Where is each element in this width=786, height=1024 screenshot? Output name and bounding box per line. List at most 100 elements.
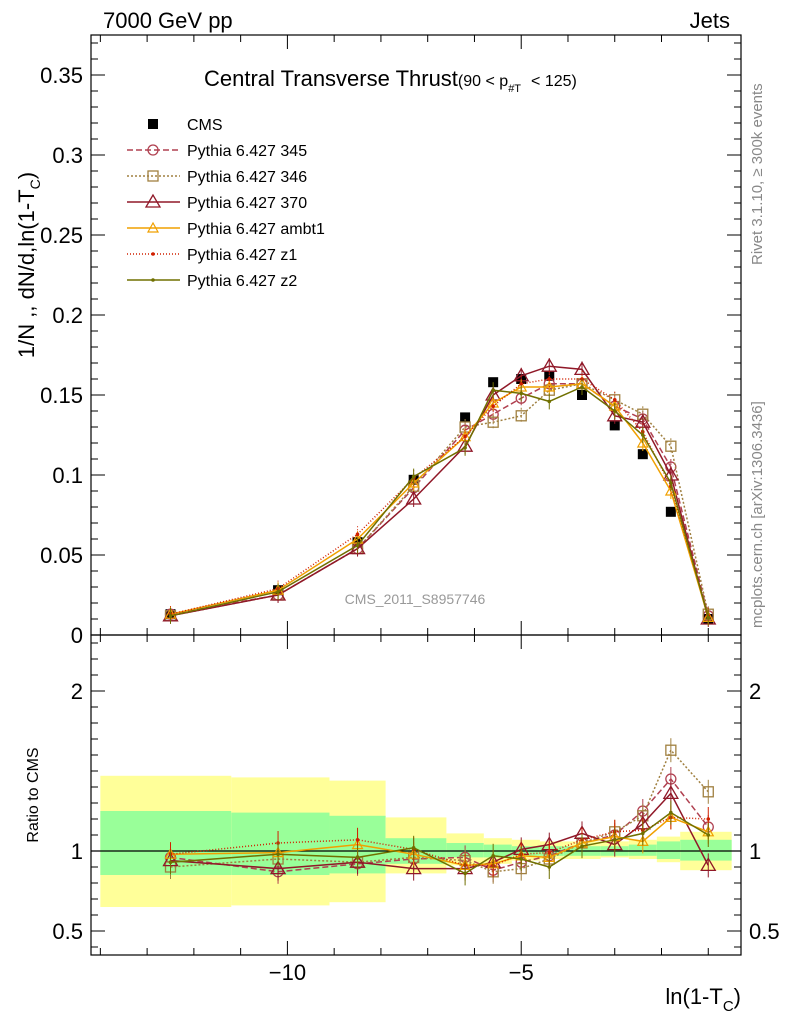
legend-marker	[151, 278, 155, 282]
main-y-tick-label: 0.25	[40, 223, 83, 248]
data-point	[640, 433, 645, 437]
series-1	[164, 375, 714, 624]
series-5	[168, 371, 711, 624]
data-point	[355, 532, 360, 536]
x-axis-label: ln(1-TC)	[665, 984, 741, 1015]
ratio-data-point	[700, 857, 717, 872]
series-2	[164, 375, 714, 624]
ratio-y-tick-label: 1	[71, 839, 83, 864]
ratio-plot-frame	[90, 634, 742, 956]
x-tick-label: −10	[269, 960, 306, 985]
data-point	[487, 416, 499, 428]
main-y-tick-label: 0.05	[40, 543, 83, 568]
x-axis-label-end: )	[734, 984, 741, 1009]
ratio-data-point	[355, 855, 360, 860]
data-point	[609, 420, 620, 431]
data-point	[515, 410, 527, 422]
main-y-axis-label-sub: C	[27, 179, 43, 189]
ratio-data-point	[612, 838, 617, 842]
legend-label: CMS	[187, 117, 223, 134]
legend-marker	[151, 252, 155, 256]
data-point	[411, 474, 416, 479]
plot-title-main: Central Transverse Thrust	[204, 66, 458, 91]
series-0	[165, 370, 714, 624]
legend-marker	[147, 144, 159, 156]
series-line	[170, 386, 709, 618]
legend-marker	[148, 119, 158, 129]
data-point	[276, 590, 280, 594]
ratio-series-group	[162, 738, 717, 886]
legend-marker	[144, 193, 162, 208]
plot-subtitle: (90 < p	[458, 73, 508, 90]
main-y-tick-label: 0.1	[52, 463, 83, 488]
data-point	[460, 412, 471, 423]
x-axis-label-sub: C	[723, 998, 734, 1015]
category-label: Jets	[690, 8, 730, 33]
plot-subtitle-end: < 125)	[531, 73, 577, 90]
main-axis-ticks: 0 0.05 0.1 0.15 0.2 0.25 0.3 0.35	[40, 35, 741, 648]
ratio-data-point	[405, 860, 422, 875]
ratio-axis-ticks: 0.5 0.5 1 1 2 2 −10 −5	[52, 635, 780, 985]
data-point	[407, 476, 420, 488]
ratio-data-point	[706, 833, 711, 837]
ratio-data-point	[269, 860, 287, 875]
series-6	[168, 379, 711, 626]
main-y-tick-label: 0.35	[40, 63, 83, 88]
data-point	[491, 404, 495, 409]
main-y-tick-label: 0.2	[52, 303, 83, 328]
ratio-data-point	[355, 838, 360, 842]
mcplots-source-label: mcplots.cern.ch [arXiv:1306.3436]	[749, 401, 766, 628]
ratio-band-green	[680, 839, 732, 861]
data-point	[355, 543, 360, 548]
legend-label: Pythia 6.427 z1	[187, 247, 297, 264]
ratio-data-point	[463, 871, 467, 876]
ratio-y-tick-label-right: 2	[749, 679, 761, 704]
ratio-data-point	[276, 852, 280, 856]
data-point	[665, 440, 677, 452]
ratio-data-point	[547, 850, 552, 855]
ratio-y-tick-label: 0.5	[52, 919, 83, 944]
main-y-tick-label: 0.15	[40, 383, 83, 408]
ratio-y-axis-label: Ratio to CMS	[25, 747, 42, 842]
ratio-data-point	[519, 857, 524, 861]
data-point	[168, 614, 173, 618]
main-y-axis-label-end: )	[14, 172, 39, 179]
ratio-data-point	[669, 810, 673, 815]
main-y-tick-label: 0	[71, 623, 83, 648]
plot-title: Central Transverse Thrust(90 < p#T < 125)	[204, 66, 577, 95]
legend-label: Pythia 6.427 z2	[187, 273, 297, 290]
data-point	[405, 490, 422, 505]
series-line	[170, 365, 709, 620]
data-point	[636, 436, 649, 448]
legend-label: Pythia 6.427 370	[187, 195, 307, 212]
data-point	[543, 380, 556, 392]
ratio-data-point	[702, 786, 714, 798]
data-point	[463, 434, 467, 439]
series-4	[164, 375, 715, 626]
ratio-data-point	[491, 854, 495, 858]
ratio-data-point	[411, 846, 416, 850]
series-line	[170, 378, 709, 617]
ratio-data-point	[662, 785, 679, 800]
plot-subtitle-sub: #T	[508, 83, 521, 95]
ratio-data-point	[706, 817, 711, 821]
rivet-version-label: Rivet 3.1.10, ≥ 300k events	[749, 83, 766, 265]
data-point	[491, 388, 495, 393]
legend-marker	[147, 170, 159, 182]
collision-label: 7000 GeV pp	[103, 8, 233, 33]
x-tick-label: −5	[509, 960, 534, 985]
x-axis-label-main: ln(1-T	[665, 984, 722, 1009]
data-point	[612, 409, 617, 413]
ratio-series-5	[168, 800, 711, 886]
main-series-group	[162, 357, 717, 627]
ratio-y-tick-label-right: 1	[749, 839, 761, 864]
main-y-tick-label: 0.3	[52, 143, 83, 168]
ratio-data-point	[580, 844, 584, 848]
analysis-watermark: CMS_2011_S8957746	[345, 591, 486, 607]
ratio-y-tick-label: 2	[71, 679, 83, 704]
ratio-uncertainty-bands	[100, 775, 732, 907]
main-y-axis-label: 1/N ,, dN/d,ln(1-TC)	[14, 172, 43, 358]
ratio-data-point	[640, 831, 645, 836]
main-y-axis-label-main: 1/N ,, dN/d,ln(1-T	[14, 189, 39, 358]
data-point	[706, 615, 711, 620]
